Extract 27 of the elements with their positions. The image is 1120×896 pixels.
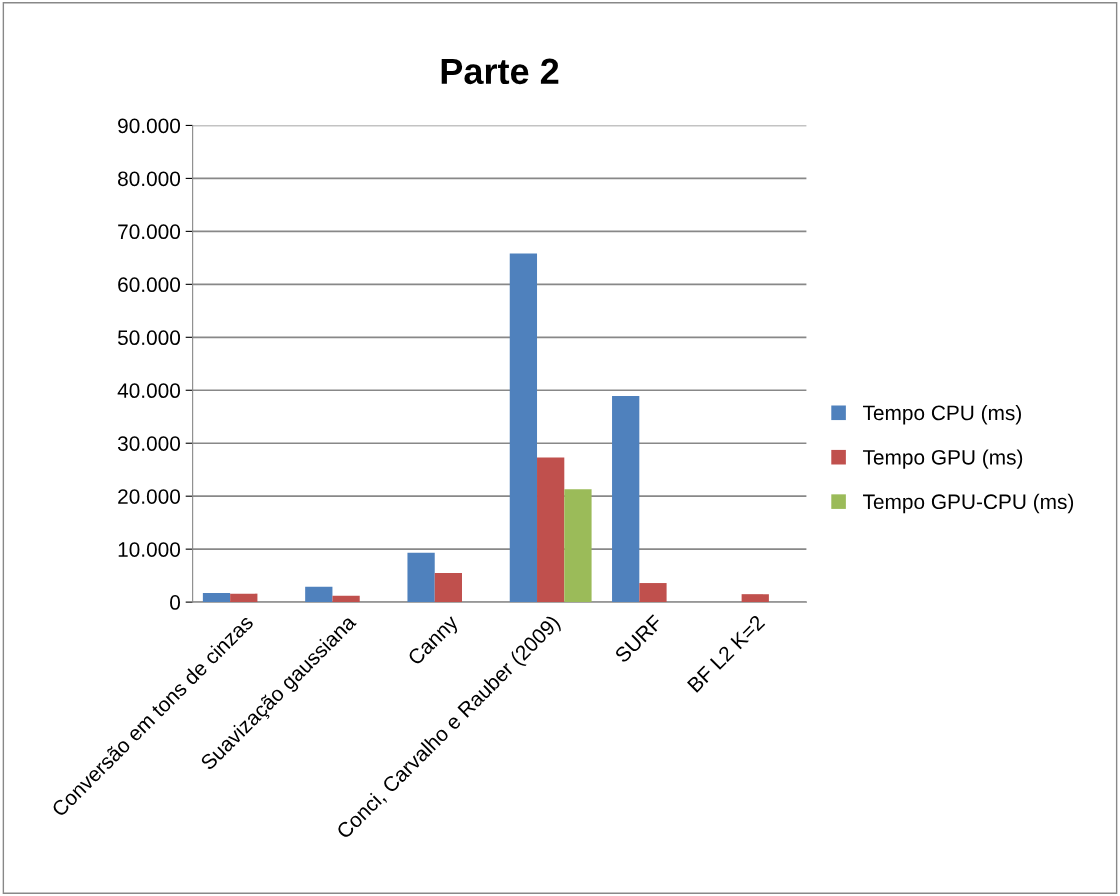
bar bbox=[537, 457, 565, 603]
bar bbox=[639, 583, 667, 603]
bar bbox=[509, 253, 538, 603]
y-tick-label: 20.000 bbox=[118, 489, 181, 504]
y-tick-label: 10.000 bbox=[118, 542, 181, 557]
x-tick-label: BF L2 K=2 bbox=[686, 614, 766, 693]
bar bbox=[741, 594, 769, 603]
bar bbox=[564, 489, 592, 603]
y-tick-label: 0 bbox=[170, 595, 181, 610]
y-tick-label: 90.000 bbox=[118, 118, 181, 134]
y-tick-label: 50.000 bbox=[117, 330, 181, 346]
y-tick-label: 40.000 bbox=[117, 383, 181, 399]
legend-label: Tempo GPU (ms) bbox=[863, 449, 1023, 469]
bar bbox=[230, 593, 258, 603]
bar bbox=[305, 586, 333, 603]
legend-label: Tempo GPU-CPU (ms) bbox=[863, 493, 1074, 514]
legend-label: Tempo CPU (ms) bbox=[863, 404, 1021, 425]
y-tick-label: 80.000 bbox=[118, 171, 181, 187]
bar bbox=[332, 595, 360, 603]
y-tick-label: 60.000 bbox=[118, 277, 181, 293]
y-tick-label: 70.000 bbox=[118, 224, 181, 240]
bar bbox=[612, 396, 640, 603]
chart-title: Parte 2 bbox=[441, 58, 559, 85]
bar bbox=[202, 593, 231, 603]
bar bbox=[434, 572, 463, 603]
y-tick-label: 30.000 bbox=[117, 436, 181, 451]
bar bbox=[407, 552, 435, 603]
